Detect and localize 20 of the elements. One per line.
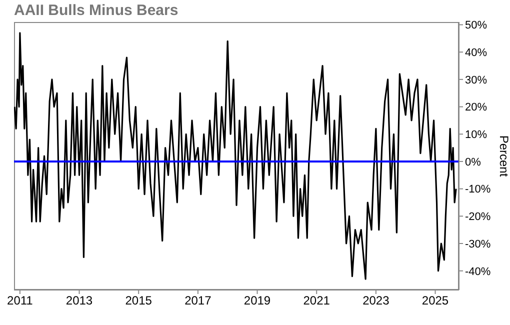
y-tick-label: 40% [465, 46, 488, 59]
y-tick-label: 30% [465, 74, 488, 86]
y-axis-title: Percent [496, 135, 510, 178]
x-tick-label: 2025 [422, 294, 449, 308]
y-tick-label: -30% [465, 238, 491, 250]
y-tick-label: 20% [465, 102, 488, 114]
y-tick-label: -40% [465, 266, 491, 278]
y-tick-label: -10% [465, 184, 491, 196]
x-tick-label: 2015 [125, 294, 152, 308]
chart-title: AAII Bulls Minus Bears [14, 2, 178, 19]
x-tick-label: 2011 [7, 294, 34, 308]
x-tick-label: 2019 [244, 294, 271, 308]
x-tick-label: 2023 [362, 294, 390, 308]
x-tick-label: 2017 [184, 294, 212, 308]
y-tick-label: -20% [465, 211, 491, 224]
y-tick-label: 50% [465, 20, 488, 32]
y-tick-label: 10% [465, 129, 488, 142]
y-tick-label: 0% [465, 156, 482, 168]
x-tick-label: 2013 [66, 294, 93, 308]
x-tick-label: 2021 [303, 294, 330, 308]
